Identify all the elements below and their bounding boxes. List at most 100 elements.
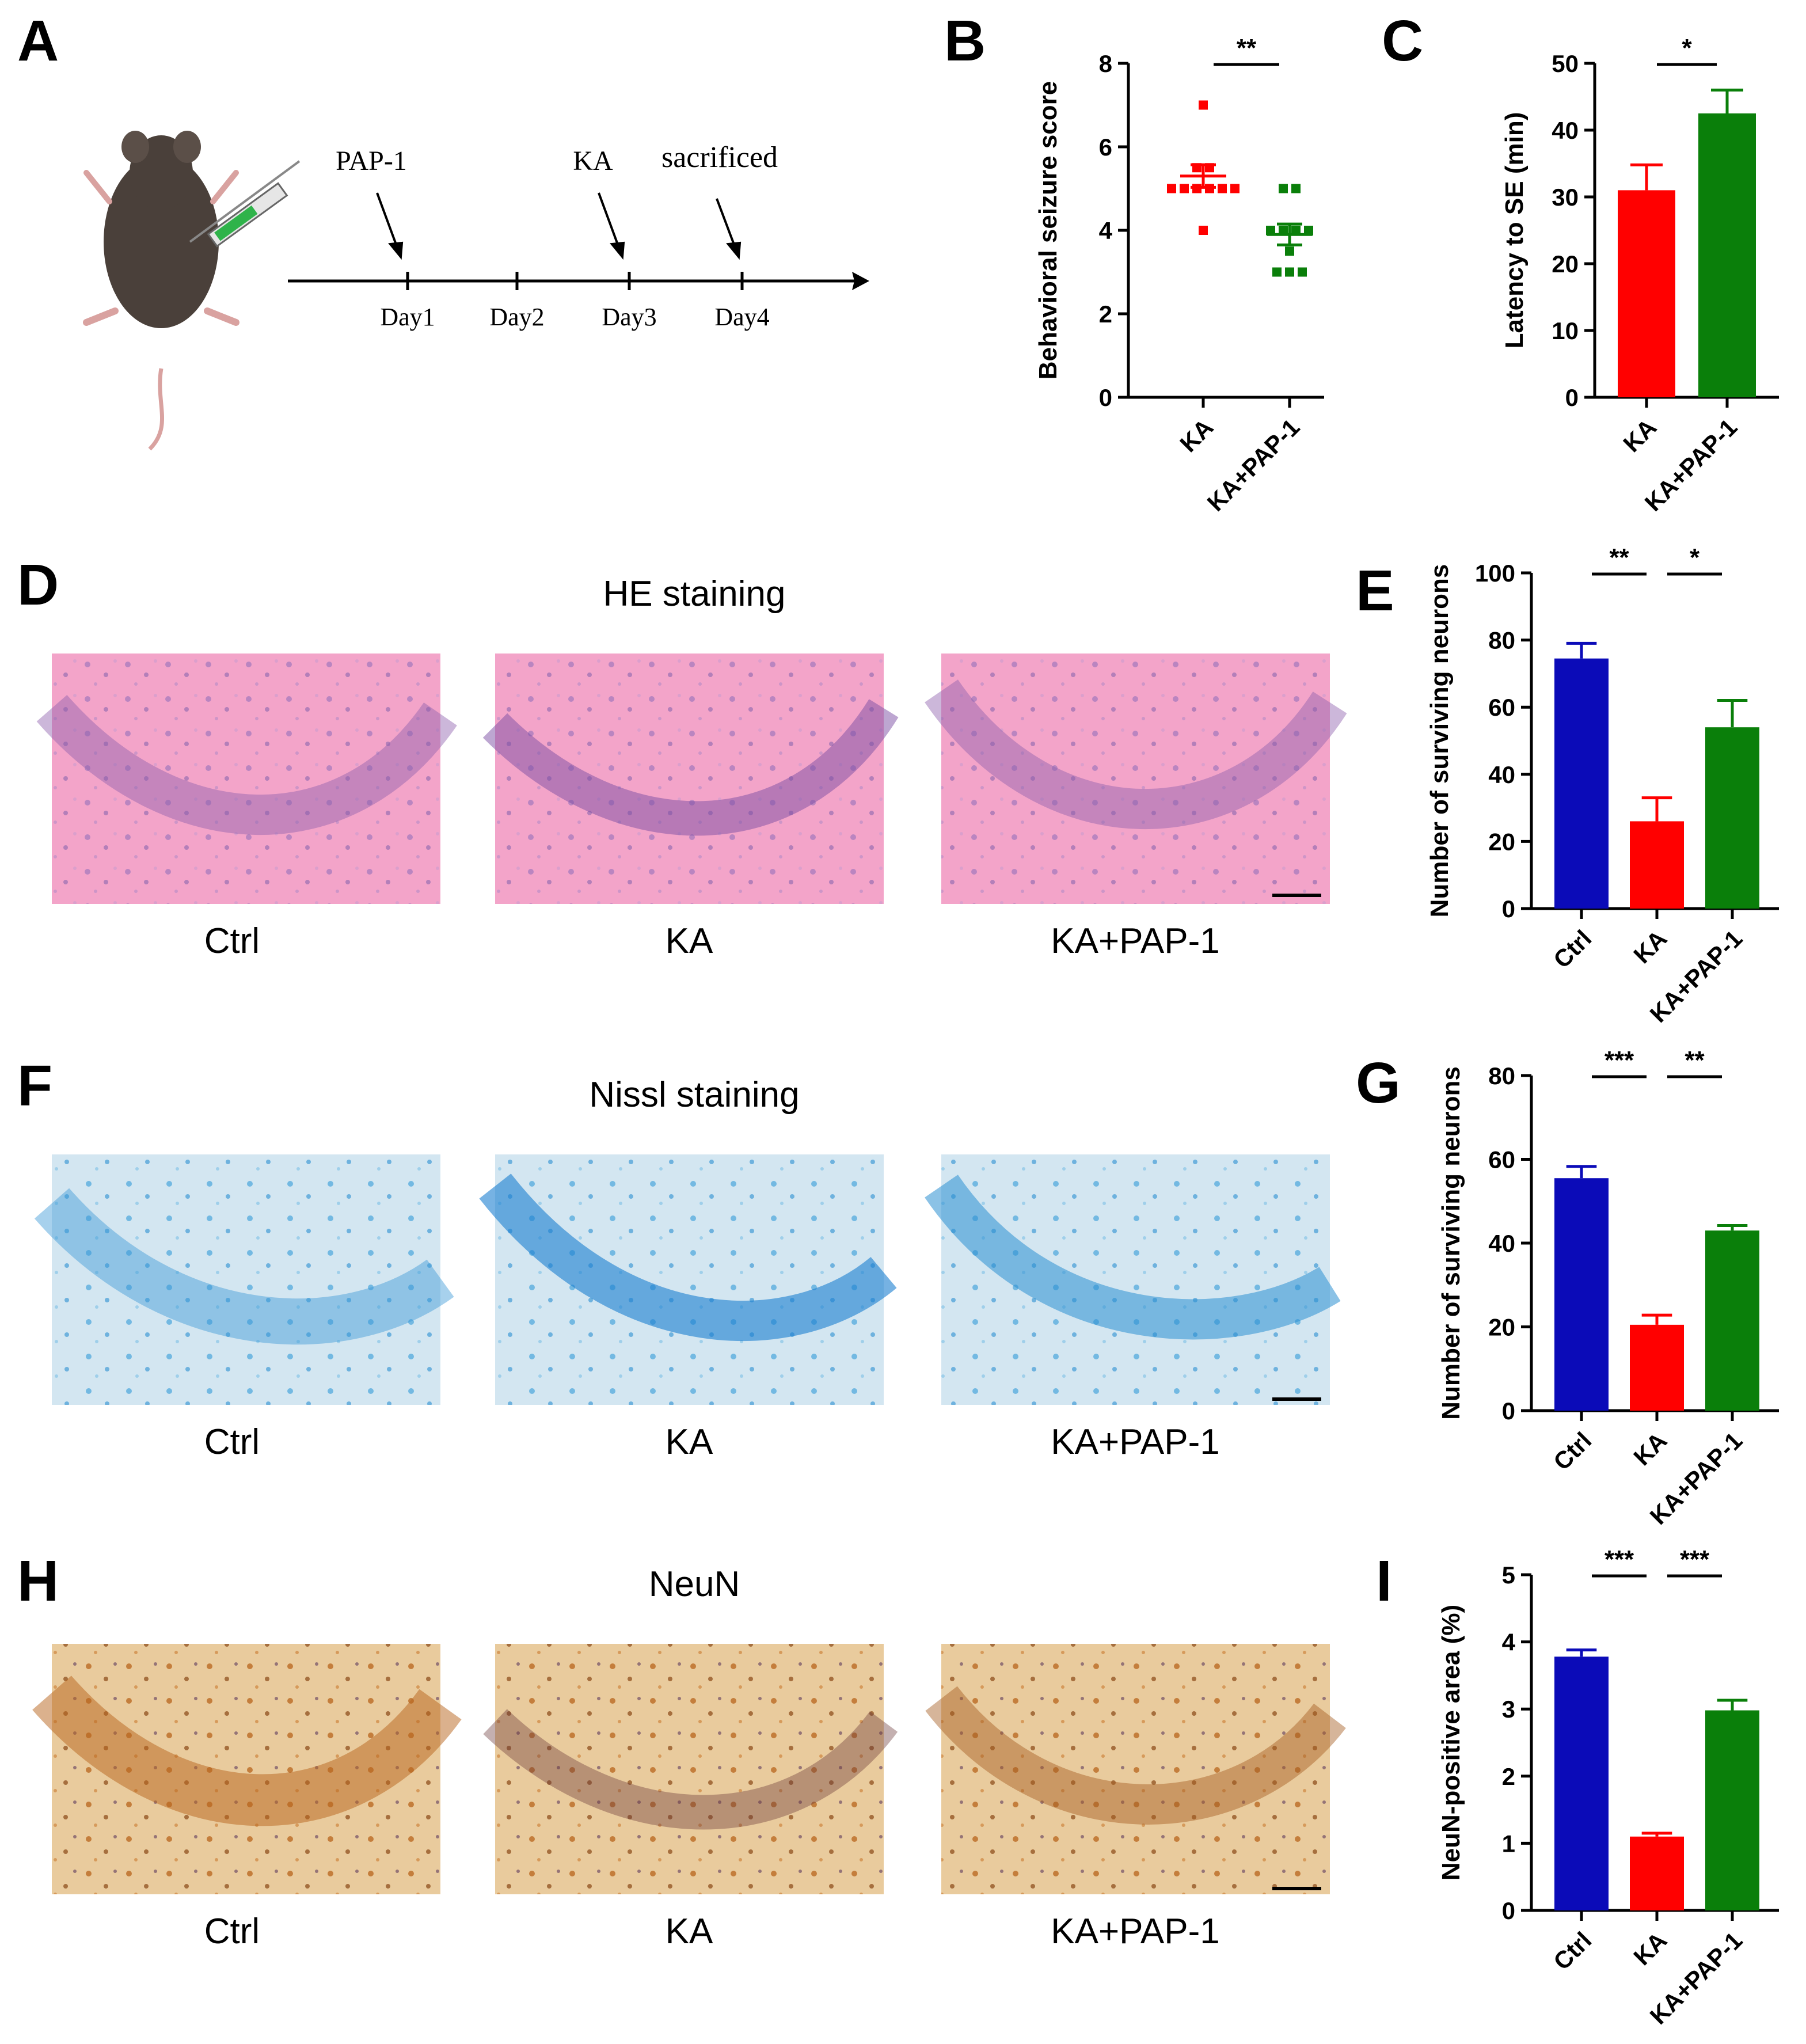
chart-e-ytick-label-3: 60	[1488, 694, 1515, 721]
chart-b-point-1-5	[1304, 226, 1313, 235]
chart-b-point-1-3	[1279, 226, 1288, 235]
chart-e-xtick-label-1: KA	[1628, 925, 1672, 968]
chart-b-xtick-label-1: KA+PAP-1	[1202, 413, 1305, 516]
chart-c-ytick-label-3: 30	[1552, 184, 1579, 211]
syringe-icon	[189, 160, 301, 248]
chart-g-sig-label-0: ***	[1605, 1046, 1634, 1074]
chart-g-ytick-label-1: 20	[1488, 1314, 1515, 1341]
nissl-label-ka-pap1: KA+PAP-1	[1051, 1422, 1220, 1462]
panel-label-h: H	[17, 1549, 59, 1613]
chart-c-xtick-label-0: KA	[1618, 413, 1661, 457]
chart-i-bar-2	[1705, 1710, 1759, 1910]
chart-e-ytick-label-2: 40	[1488, 761, 1515, 788]
chart-b-ytick-label-2: 4	[1099, 217, 1113, 244]
chart-b-ytick-label-0: 0	[1099, 384, 1112, 411]
chart-b-xtick-label-0: KA	[1174, 413, 1218, 457]
chart-b-point-1-7	[1272, 267, 1282, 277]
chart-c-bar-1	[1698, 113, 1756, 397]
chart-b-sig-label-0: **	[1237, 34, 1257, 62]
he-label-ka-pap1: KA+PAP-1	[1051, 921, 1220, 961]
chart-b-point-0-8	[1230, 184, 1240, 193]
neun-image-ka	[495, 1644, 884, 1894]
chart-i-sig-label-0: ***	[1605, 1545, 1634, 1574]
nissl-image-ctrl	[52, 1154, 440, 1405]
chart-e-ylabel: Number of surviving neurons	[1425, 564, 1454, 918]
he-image-ctrl	[52, 654, 440, 904]
chart-b-point-1-9	[1298, 267, 1307, 277]
arrow-pap1-head	[388, 241, 404, 260]
arrow-ka-head	[610, 241, 625, 260]
chart-b-ytick-label-3: 6	[1099, 134, 1112, 161]
panel-label-e: E	[1356, 559, 1394, 623]
arrow-pap1	[376, 192, 398, 248]
neun-label-ka-pap1: KA+PAP-1	[1051, 1912, 1220, 1951]
panel-label-c: C	[1382, 9, 1423, 73]
chart-e-ytick-label-4: 80	[1488, 627, 1515, 654]
chart-b-point-1-0	[1279, 184, 1288, 193]
chart-c-ytick-label-1: 10	[1552, 317, 1579, 344]
he-micrographs	[36, 654, 1347, 904]
chart-e-sig-label-0: **	[1609, 544, 1629, 572]
chart-b-point-0-0	[1199, 100, 1208, 110]
chart-c-ytick-label-0: 0	[1565, 384, 1579, 411]
chart-b-point-1-1	[1291, 184, 1301, 193]
chart-e-sig-label-1: *	[1690, 544, 1700, 572]
chart-i-bar-0	[1554, 1657, 1609, 1910]
nissl-label-ka: KA	[666, 1422, 713, 1462]
chart-g-bar-0	[1554, 1178, 1609, 1411]
chart-c-sig-label-0: *	[1682, 34, 1692, 62]
chart-c-ytick-label-4: 40	[1552, 117, 1579, 144]
chart-b-point-0-4	[1180, 184, 1189, 193]
timeline-event-ka: KA	[573, 146, 613, 176]
chart-b-ylabel: Behavioral seizure score	[1034, 81, 1062, 379]
neun-label-ka: KA	[666, 1912, 713, 1951]
nissl-micrographs	[34, 1154, 1341, 1405]
mouse-icon	[83, 131, 239, 451]
chart-b-ytick-label-1: 2	[1099, 301, 1112, 328]
timeline: Day1 Day2 Day3 Day4 PAP-1 KA sacrificed	[288, 141, 869, 331]
timeline-day-3: Day3	[602, 303, 656, 331]
chart-e-ytick-label-0: 0	[1502, 895, 1515, 922]
chart-g-ytick-label-0: 0	[1502, 1397, 1515, 1424]
arrow-sacrificed-head	[726, 241, 742, 260]
chart-g-xtick-label-0: Ctrl	[1548, 1427, 1596, 1475]
arrow-sacrificed	[716, 198, 736, 248]
chart-e-bar-0	[1554, 658, 1609, 909]
neun-image-ka-pap1	[941, 1644, 1330, 1894]
panel-label-f: F	[17, 1054, 52, 1118]
chart-i-sig-label-1: ***	[1680, 1545, 1710, 1574]
chart-b-point-1-8	[1285, 267, 1294, 277]
chart-i-bar-1	[1630, 1836, 1684, 1910]
chart-e-ytick-label-1: 20	[1488, 828, 1515, 855]
chart-g-sig-label-1: **	[1685, 1046, 1705, 1074]
chart-i-ytick-label-0: 0	[1502, 1897, 1515, 1924]
chart-c-bar-0	[1618, 190, 1675, 397]
chart-g-nissl-surviving-neurons: 0 20 40 60 80 Number of surviving neurons Ctrl…	[1437, 1046, 1779, 1530]
he-staining-title: HE staining	[603, 574, 785, 614]
timeline-day-1: Day1	[380, 303, 435, 331]
nissl-label-ctrl: Ctrl	[204, 1422, 260, 1462]
chart-i-ytick-label-4: 4	[1502, 1629, 1516, 1656]
chart-i-ylabel: NeuN-positive area (%)	[1437, 1605, 1465, 1880]
chart-e-bar-1	[1630, 821, 1684, 909]
chart-i-ytick-label-3: 3	[1502, 1696, 1515, 1723]
chart-e-ytick-label-5: 100	[1475, 560, 1515, 587]
panel-label-d: D	[17, 553, 59, 617]
chart-g-bar-1	[1630, 1324, 1684, 1411]
chart-b-ytick-label-4: 8	[1099, 50, 1112, 77]
nissl-image-ka-pap1	[941, 1154, 1330, 1405]
chart-c-ytick-label-5: 50	[1552, 50, 1579, 77]
he-label-ctrl: Ctrl	[204, 921, 260, 961]
timeline-event-sacrificed: sacrificed	[661, 141, 778, 174]
chart-g-bar-2	[1705, 1230, 1759, 1411]
chart-g-ytick-label-2: 40	[1488, 1230, 1515, 1257]
chart-b-point-0-7	[1218, 184, 1227, 193]
chart-g-ytick-label-3: 60	[1488, 1146, 1515, 1173]
chart-i-xtick-label-0: Ctrl	[1548, 1927, 1596, 1975]
panel-label-b: B	[944, 9, 986, 73]
chart-g-xtick-label-1: KA	[1628, 1427, 1672, 1471]
timeline-arrowhead	[852, 272, 869, 290]
chart-g-ytick-label-4: 80	[1488, 1062, 1515, 1089]
